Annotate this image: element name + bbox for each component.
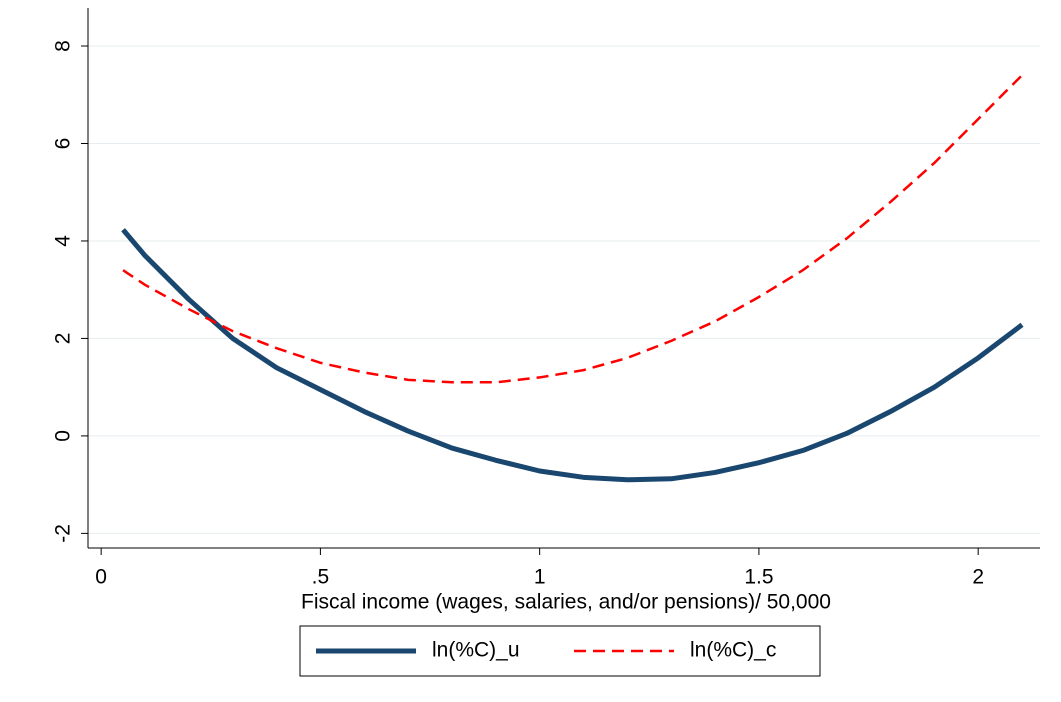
x-axis-label: Fiscal income (wages, salaries, and/or p…	[301, 591, 831, 614]
y-tick-label: 8	[52, 40, 75, 52]
y-tick-label: 2	[52, 333, 75, 345]
y-tick-label: 0	[52, 430, 75, 442]
y-tick-label: 4	[52, 235, 75, 247]
legend-label: ln(%C)_u	[432, 639, 520, 662]
series-line	[122, 74, 1023, 384]
legend-label: ln(%C)_c	[690, 639, 776, 662]
x-tick-label: 2	[972, 566, 984, 589]
x-tick-label: 0	[95, 566, 107, 589]
x-tick-label: 1.5	[744, 566, 773, 589]
y-tick-label: 6	[52, 138, 75, 150]
y-tick-label: -2	[52, 524, 75, 543]
x-tick-label: 1	[534, 566, 546, 589]
series-line	[121, 228, 1024, 483]
x-tick-label: .5	[312, 566, 330, 589]
